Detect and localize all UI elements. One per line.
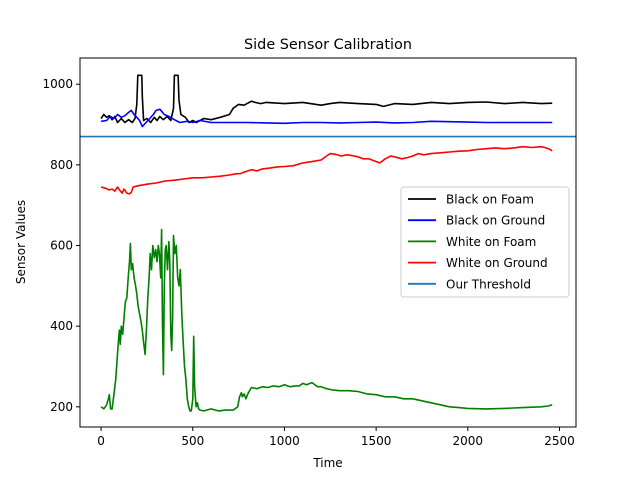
tick-layer: 0 500 1000 1500 2000 2500 200 400 600 800 1000 [42,77,574,448]
x-tick-label: 1500 [361,434,392,448]
y-tick-label: 400 [50,319,73,333]
legend: Black on Foam Black on Ground White on Foa… [400,186,570,298]
y-tick-label: 1000 [42,77,73,91]
y-tick-label: 800 [50,158,73,172]
x-tick-label: 500 [181,434,204,448]
y-axis-label: Sensor Values [14,200,28,284]
legend-label-black-on-ground: Black on Ground [446,214,545,228]
legend-label-white-on-foam: White on Foam [446,235,536,249]
chart-title: Side Sensor Calibration [244,37,412,53]
legend-box [400,186,570,298]
x-tick-label: 1000 [269,434,300,448]
series-line-white-on-foam [100,228,553,412]
x-tick-label: 0 [97,434,105,448]
series-line-white-on-ground [100,145,553,195]
y-tick-label: 200 [50,400,73,414]
x-tick-label: 2500 [544,434,575,448]
series-line-black-on-ground [100,108,553,128]
plot-frame [79,57,577,428]
x-axis-label: Time [312,456,342,470]
x-tick-label: 2000 [453,434,484,448]
legend-label-black-on-foam: Black on Foam [446,193,534,207]
legend-label-white-on-ground: White on Ground [446,256,548,270]
series-layer [80,74,576,412]
y-tick-label: 600 [50,239,73,253]
legend-label-our-threshold: Our Threshold [446,277,531,291]
